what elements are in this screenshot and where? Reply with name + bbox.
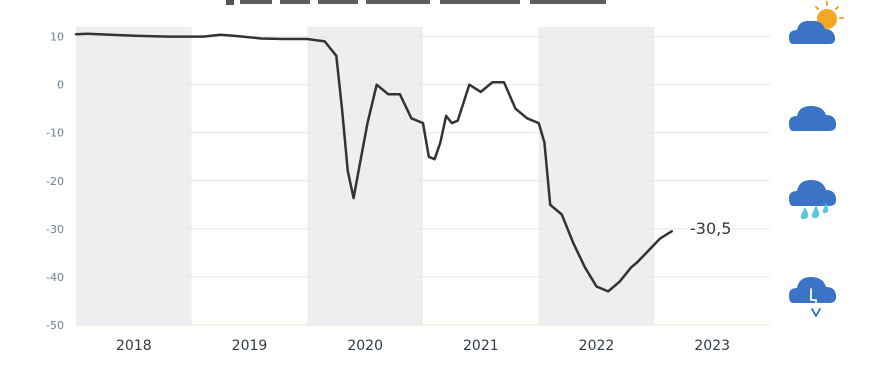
cloud-icon [789,106,837,131]
x-tick-label: 2021 [463,338,499,354]
x-tick-label: 2023 [694,338,730,354]
y-axis-ticks: 10 0 -10 -20 -30 -40 -50 [46,31,64,332]
x-tick-label: 2018 [116,338,152,354]
y-tick-label: -20 [46,175,64,188]
y-tick-label: -40 [46,271,64,284]
x-tick-label: 2019 [232,338,268,354]
end-value-label: -30,5 [690,219,731,238]
y-tick-label: -30 [46,223,64,236]
rain-cloud-icon [789,180,837,220]
y-tick-label: -10 [46,127,64,140]
cloud-down-arrow-icon [789,277,837,317]
x-axis-ticks: 2018 2019 2020 2021 2022 2023 [116,338,730,354]
y-tick-label: 0 [57,79,64,92]
grid [76,36,770,326]
year-band-2018 [76,27,192,325]
series-line [74,32,673,293]
title-strip [226,0,606,5]
year-band-2020 [307,27,423,325]
y-tick-label: 10 [50,31,64,44]
year-bands [76,27,655,325]
year-band-2022 [538,27,655,325]
x-tick-label: 2022 [579,338,615,354]
partly-sunny-cloud-icon [789,1,844,44]
x-tick-label: 2020 [347,338,383,354]
y-tick-label: -50 [46,319,64,332]
